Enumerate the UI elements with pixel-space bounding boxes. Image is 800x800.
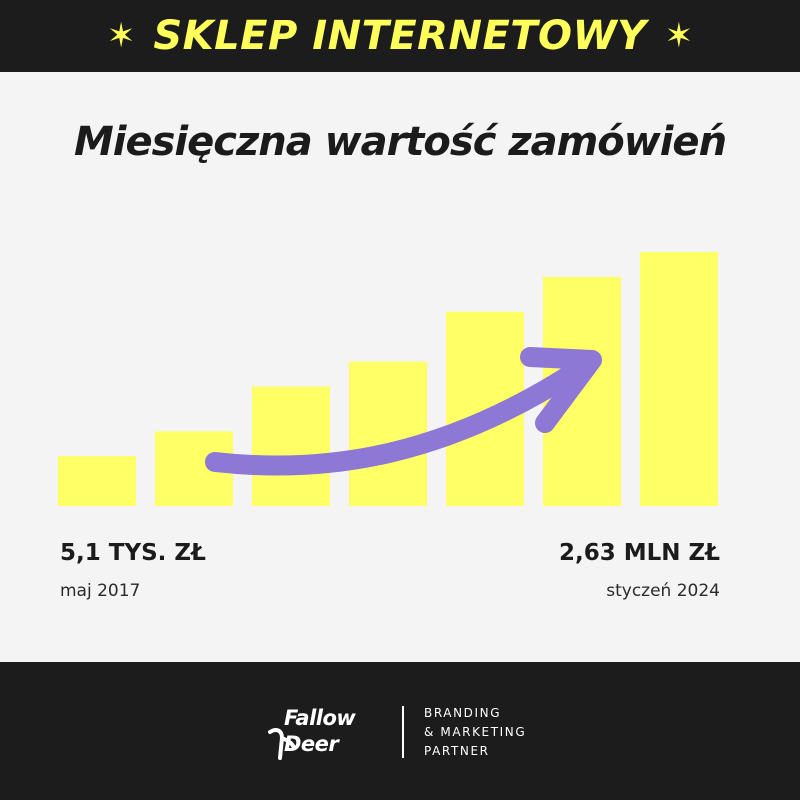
footer-bar [0,662,800,800]
trend-arrow-head-icon [520,347,602,433]
header-bar: ✶ SKLEP INTERNETOWY ✶ [0,0,800,72]
star-left-icon: ✶ [106,16,136,56]
star-right-icon: ✶ [664,16,694,56]
bar-3 [252,386,330,506]
chart-title: Miesięczna wartość zamówień [73,119,727,165]
logo-text-deer: Deer [284,732,339,756]
end-value-label: 2,63 MLN ZŁ [559,540,720,566]
tagline-line-3: PARTNER [424,744,490,758]
footer-divider [402,706,404,758]
bars-group [58,252,718,506]
bar-7 [640,252,718,506]
bar-1 [58,456,136,506]
bar-4 [349,361,427,506]
start-date-label: maj 2017 [60,581,141,601]
logo-text-fallow: Fallow [284,706,356,730]
deer-logo-icon [268,728,296,760]
tagline-line-1: BRANDING [424,706,502,720]
header-title: SKLEP INTERNETOWY [153,13,647,59]
trend-arrow-icon [205,355,595,476]
end-date-label: styczeń 2024 [606,581,720,601]
tagline-line-2: & MARKETING [424,725,527,739]
start-value-label: 5,1 TYS. ZŁ [60,540,206,566]
